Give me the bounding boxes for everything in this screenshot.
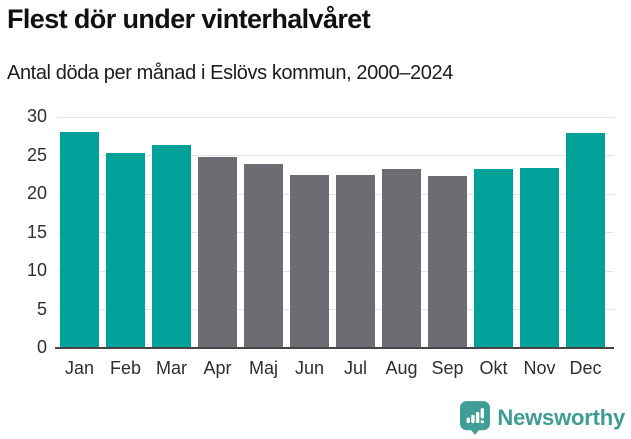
bar-sep	[428, 175, 467, 348]
bar-slot-sep: Sep	[428, 117, 467, 377]
bar-feb	[106, 153, 145, 348]
bar-slot-okt: Okt	[474, 117, 513, 377]
bar-slot-jul: Jul	[336, 117, 375, 377]
x-axis-tick-label: Feb	[109, 358, 142, 378]
bar-maj	[244, 163, 283, 348]
x-axis-tick-label: Apr	[203, 358, 232, 378]
chart-title: Flest dör under vinterhalvåret	[7, 4, 371, 34]
y-axis-tick-label: 10	[26, 260, 47, 280]
bar-chart-plot-area: Jan Feb Mar Apr Maj Jun Jul Aug Sep Okt Nov Dec 0 5 1…	[27, 107, 614, 377]
bar-okt	[474, 169, 513, 348]
y-axis-tick-label: 25	[26, 144, 47, 165]
x-axis-tick-label: Aug	[385, 358, 418, 378]
bar-apr	[198, 157, 237, 348]
y-axis-tick-label: 0	[36, 337, 47, 357]
x-axis-line	[55, 347, 614, 349]
x-axis-tick-label: Jun	[294, 358, 325, 378]
gridline-25	[58, 155, 614, 156]
x-axis-tick-label: Okt	[479, 358, 508, 378]
bar-slot-feb: Feb	[106, 117, 145, 377]
x-axis-tick-label: Sep	[431, 358, 464, 378]
brand-footer: Newsworthy	[460, 401, 625, 435]
bar-slot-jun: Jun	[290, 117, 329, 377]
x-axis-tick-label: Dec	[569, 358, 602, 378]
brand-name: Newsworthy	[497, 405, 625, 430]
x-axis-tick-label: Maj	[248, 358, 279, 378]
x-axis-tick-label: Jul	[343, 358, 368, 378]
x-axis-tick-label: Nov	[523, 358, 556, 378]
bar-slot-nov: Nov	[520, 117, 559, 377]
bar-slot-aug: Aug	[382, 117, 421, 377]
bars-container: Jan Feb Mar Apr Maj Jun Jul Aug Sep Okt Nov Dec	[60, 117, 605, 377]
bar-slot-mar: Mar	[152, 117, 191, 377]
bar-slot-maj: Maj	[244, 117, 283, 377]
chart-subtitle: Antal döda per månad i Eslövs kommun, 20…	[7, 62, 453, 84]
x-axis-tick-label: Mar	[156, 358, 187, 378]
bar-nov	[520, 167, 559, 348]
bar-slot-jan: Jan	[60, 117, 99, 377]
bar-jan	[60, 131, 99, 348]
bar-slot-apr: Apr	[198, 117, 237, 377]
y-axis-tick-label: 30	[26, 106, 47, 126]
bar-mar	[152, 144, 191, 348]
gridline-30	[58, 116, 614, 118]
bar-jun	[290, 174, 329, 348]
x-axis-tick-label: Jan	[64, 358, 95, 378]
bar-slot-dec: Dec	[566, 117, 605, 377]
bar-dec	[566, 133, 605, 348]
y-axis-tick-label: 5	[36, 298, 47, 319]
y-axis-tick-label: 15	[26, 221, 47, 242]
bar-aug	[382, 169, 421, 348]
newsworthy-logo-icon	[460, 401, 491, 435]
bar-jul	[336, 174, 375, 348]
y-axis-tick-label: 20	[26, 183, 47, 203]
